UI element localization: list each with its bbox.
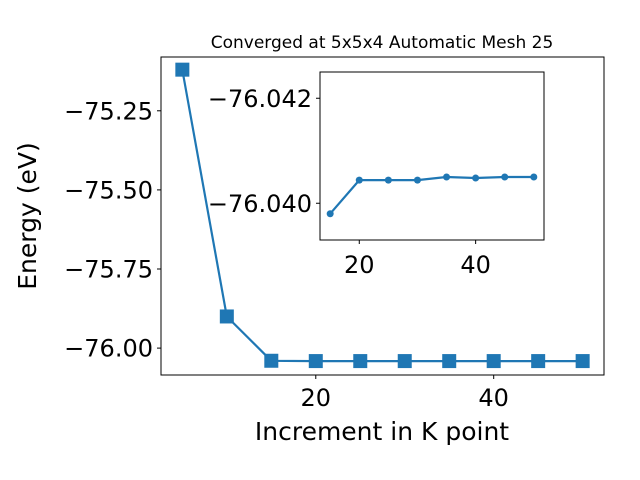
inset-data-point — [355, 176, 363, 184]
inset-series — [326, 173, 538, 218]
main-plot-frame — [160, 56, 605, 376]
main-y-tick-label: −75.50 — [64, 177, 153, 205]
main-series-line — [181, 69, 583, 363]
main-series — [175, 62, 590, 369]
main-x-tick-label: 20 — [301, 384, 332, 412]
inset-data-point — [326, 210, 334, 218]
inset-axes: 20 40 −76.040 −76.042 — [208, 71, 545, 279]
main-data-point — [308, 354, 323, 369]
inset-data-point — [530, 173, 538, 181]
main-x-tick-label: 40 — [478, 384, 509, 412]
main-data-point — [442, 354, 457, 369]
inset-x-tick-label: 40 — [460, 251, 491, 279]
main-data-point — [531, 354, 546, 369]
main-data-point — [175, 62, 190, 77]
main-y-tick-label: −76.00 — [64, 335, 153, 363]
main-data-point — [264, 353, 279, 368]
main-data-point — [575, 354, 590, 369]
main-data-point — [486, 354, 501, 369]
main-axes: Converged at 5x5x4 Automatic Mesh 25 Inc… — [13, 33, 605, 446]
inset-background — [320, 72, 544, 240]
main-y-tick-label: −75.75 — [64, 256, 153, 284]
inset-data-point — [472, 174, 480, 182]
inset-plot-frame — [319, 71, 545, 241]
inset-axis-ticks: 20 40 −76.040 −76.042 — [208, 85, 491, 279]
x-axis-label: Increment in K point — [255, 417, 509, 446]
main-data-point — [397, 354, 412, 369]
main-axis-ticks: 20 40 −76.00 −75.75 −75.50 −75.25 — [64, 97, 509, 412]
inset-data-point — [501, 173, 509, 181]
inset-y-tick-label: −76.042 — [208, 85, 312, 113]
main-y-tick-label: −75.25 — [64, 97, 153, 125]
main-data-point — [353, 354, 368, 369]
chart-title: Converged at 5x5x4 Automatic Mesh 25 — [211, 33, 554, 53]
main-data-point — [219, 309, 234, 324]
inset-x-tick-label: 20 — [344, 251, 375, 279]
inset-data-point — [384, 176, 392, 184]
inset-data-point — [443, 173, 451, 181]
inset-y-tick-label: −76.040 — [208, 190, 312, 218]
inset-data-point — [413, 176, 421, 184]
inset-series-line — [329, 175, 534, 215]
y-axis-label: Energy (eV) — [13, 142, 42, 289]
